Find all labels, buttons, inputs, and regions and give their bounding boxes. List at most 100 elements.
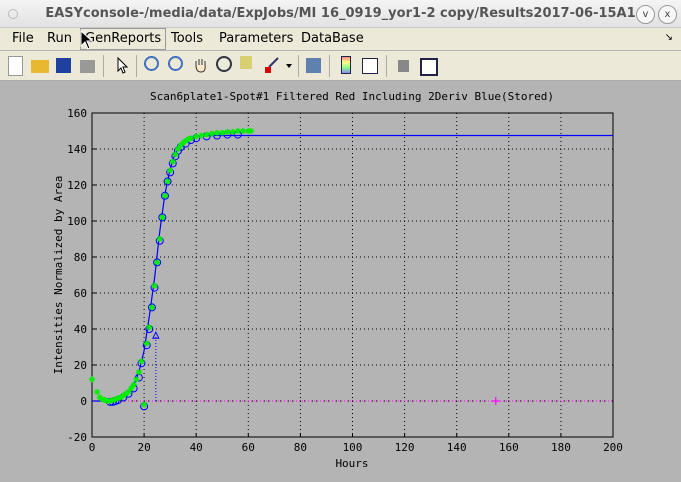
- title-bar: EASYconsole-/media/data/ExpJobs/MI 16_09…: [0, 0, 681, 28]
- figure-area: 0 20 40 60 80 100 120 140 160 180 200 -20 0 20 40 60 80 1…: [6, 82, 676, 482]
- x-tick-label: 100: [343, 441, 363, 454]
- dropdown-arrow-icon[interactable]: [285, 56, 293, 74]
- data-star: [164, 178, 171, 185]
- pointer-icon[interactable]: [113, 56, 131, 74]
- data-star: [143, 340, 150, 347]
- data-star: [120, 392, 127, 399]
- data-star: [172, 151, 179, 158]
- x-tick-label: 60: [242, 441, 255, 454]
- menu-bar: File Run GenReports Tools Parameters Dat…: [0, 28, 681, 50]
- data-star: [135, 369, 142, 376]
- close-button[interactable]: x: [658, 5, 677, 24]
- x-tick-label: 0: [89, 441, 96, 454]
- y-tick-label: 40: [74, 323, 87, 336]
- y-tick-label: 0: [80, 395, 87, 408]
- y-tick-label: -20: [67, 431, 87, 444]
- x-tick-label: 80: [294, 441, 307, 454]
- open-folder-icon[interactable]: [31, 60, 49, 73]
- data-star: [117, 394, 124, 401]
- data-star: [208, 130, 215, 137]
- rotate-icon[interactable]: [216, 56, 232, 72]
- x-tick-label: 20: [137, 441, 150, 454]
- data-star: [125, 389, 132, 395]
- data-star: [193, 133, 200, 140]
- zoom-out-icon[interactable]: [168, 56, 183, 71]
- y-tick-label: 120: [67, 179, 87, 192]
- y-tick-label: 100: [67, 215, 87, 228]
- menu-database[interactable]: DataBase: [301, 31, 364, 46]
- minimize-button[interactable]: v: [636, 5, 655, 24]
- brush-icon[interactable]: [263, 56, 281, 74]
- data-circle: [163, 177, 172, 186]
- menu-parameters[interactable]: Parameters: [219, 31, 294, 46]
- data-star: [99, 396, 106, 403]
- data-circle: [147, 303, 156, 312]
- toolbar: [0, 51, 681, 81]
- data-star: [151, 282, 158, 289]
- data-star: [89, 376, 95, 383]
- plot[interactable]: 0 20 40 60 80 100 120 140 160 180 200-200204060801…: [6, 82, 676, 482]
- x-tick-label: 200: [603, 441, 623, 454]
- data-star: [141, 401, 148, 408]
- data-star: [133, 376, 140, 383]
- data-star: [102, 397, 109, 404]
- data-star: [177, 142, 184, 149]
- data-star: [247, 128, 254, 134]
- data-star: [229, 128, 236, 135]
- data-star: [234, 128, 241, 134]
- colorbar-icon[interactable]: [341, 56, 351, 74]
- data-star: [161, 192, 168, 199]
- menu-tools[interactable]: Tools: [171, 31, 204, 46]
- menu-run[interactable]: Run: [47, 31, 72, 46]
- lag-triangle: [152, 331, 160, 339]
- data-star: [156, 236, 163, 242]
- data-star: [203, 131, 210, 138]
- plus-marker: [491, 397, 500, 405]
- menu-file[interactable]: File: [12, 31, 34, 46]
- x-tick-label: 160: [499, 441, 519, 454]
- data-star: [198, 132, 205, 139]
- x-axis-label: Hours: [335, 457, 368, 470]
- link-icon[interactable]: [306, 58, 321, 73]
- y-tick-label: 20: [74, 359, 87, 372]
- zoom-in-icon[interactable]: [144, 56, 159, 71]
- data-star: [138, 358, 145, 365]
- data-star: [122, 390, 129, 397]
- data-star: [174, 146, 181, 152]
- x-tick-label: 120: [395, 441, 415, 454]
- data-star: [185, 136, 192, 143]
- y-tick-label: 160: [67, 107, 87, 120]
- data-star: [187, 135, 194, 142]
- y-tick-label: 140: [67, 143, 87, 156]
- data-star: [130, 381, 137, 388]
- data-star: [159, 214, 166, 221]
- data-star: [96, 394, 103, 401]
- pan-hand-icon[interactable]: [192, 56, 210, 74]
- x-tick-label: 40: [190, 441, 203, 454]
- data-star: [115, 395, 122, 402]
- data-star: [94, 389, 101, 395]
- window-menu-dot[interactable]: [8, 9, 18, 19]
- y-axis-label: Intensities Normalized by Area: [52, 176, 65, 375]
- y-tick-label: 80: [74, 251, 87, 264]
- new-file-icon[interactable]: [8, 56, 23, 76]
- data-star: [128, 385, 135, 392]
- hide-plot-tools-icon[interactable]: [398, 60, 409, 72]
- data-star: [112, 396, 119, 403]
- data-star: [146, 324, 153, 331]
- data-star: [107, 398, 114, 404]
- save-icon[interactable]: [56, 58, 71, 73]
- data-star: [240, 128, 247, 134]
- legend-icon[interactable]: [362, 58, 378, 74]
- mouse-cursor-icon: [80, 30, 94, 50]
- x-tick-label: 180: [551, 441, 571, 454]
- chart-title: Scan6plate1-Spot#1 Filtered Red Includin…: [150, 90, 554, 103]
- dock-arrow-icon[interactable]: ↘: [664, 32, 673, 43]
- data-cursor-icon[interactable]: [240, 56, 252, 69]
- show-plot-tools-icon[interactable]: [420, 58, 438, 76]
- data-star: [180, 139, 187, 146]
- print-icon[interactable]: [80, 60, 95, 73]
- data-star: [169, 158, 176, 165]
- data-star: [214, 129, 221, 136]
- data-star: [219, 129, 226, 136]
